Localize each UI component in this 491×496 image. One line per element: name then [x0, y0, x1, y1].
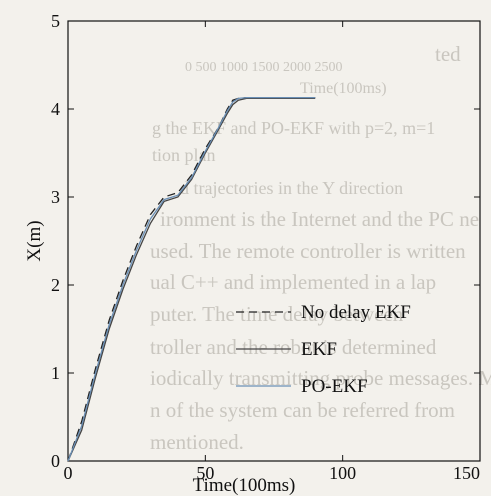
ghost-line: puter. The time delay between — [150, 302, 404, 326]
ghost-line: n of the system can be referred from — [150, 398, 455, 422]
ghost-line: d trajectories in the Y direction — [180, 178, 404, 198]
ghost-line: troller and the robot is determined — [150, 335, 437, 359]
x-tick-label: 100 — [329, 463, 356, 483]
series-line-2 — [67, 96, 316, 462]
y-tick-label: 3 — [51, 187, 60, 207]
y-tick-label: 5 — [51, 11, 60, 31]
series-line-0 — [67, 96, 316, 462]
x-axis-label: Time(100ms) — [193, 475, 296, 496]
ghost-line: g the EKF and PO-EKF with p=2, m=1 — [152, 118, 436, 138]
y-tick-label: 0 — [51, 451, 60, 471]
ghost-line: ted — [435, 42, 461, 66]
plot-frame — [67, 20, 481, 462]
ghost-line: ual C++ and implemented in a lap — [150, 270, 437, 294]
ghost-line: iodically transmitting probe messages. M — [150, 366, 491, 390]
ghost-line: Time(100ms) — [300, 80, 387, 97]
x-tick-label: 150 — [453, 463, 480, 483]
legend-label-1: EKF — [301, 339, 337, 360]
legend-label-2: PO-EKF — [301, 376, 368, 397]
x-tick-label: 0 — [64, 463, 73, 483]
ghost-line: mentioned. — [150, 430, 244, 454]
ghost-line: 0 500 1000 1500 2000 2500 — [185, 60, 343, 75]
x-tick-label: 50 — [196, 463, 214, 483]
legend-label-0: No delay EKF — [301, 302, 411, 323]
ghost-line: ironment is the Internet and the PC ne — [160, 207, 480, 231]
y-axis-label: X(m) — [24, 220, 45, 261]
y-tick-label: 2 — [51, 275, 60, 295]
y-tick-label: 4 — [51, 99, 60, 119]
ghost-line: used. The remote controller is written — [150, 239, 466, 263]
series-line-1 — [67, 97, 316, 462]
ghost-line: tion plan — [152, 145, 216, 165]
y-tick-label: 1 — [51, 363, 60, 383]
